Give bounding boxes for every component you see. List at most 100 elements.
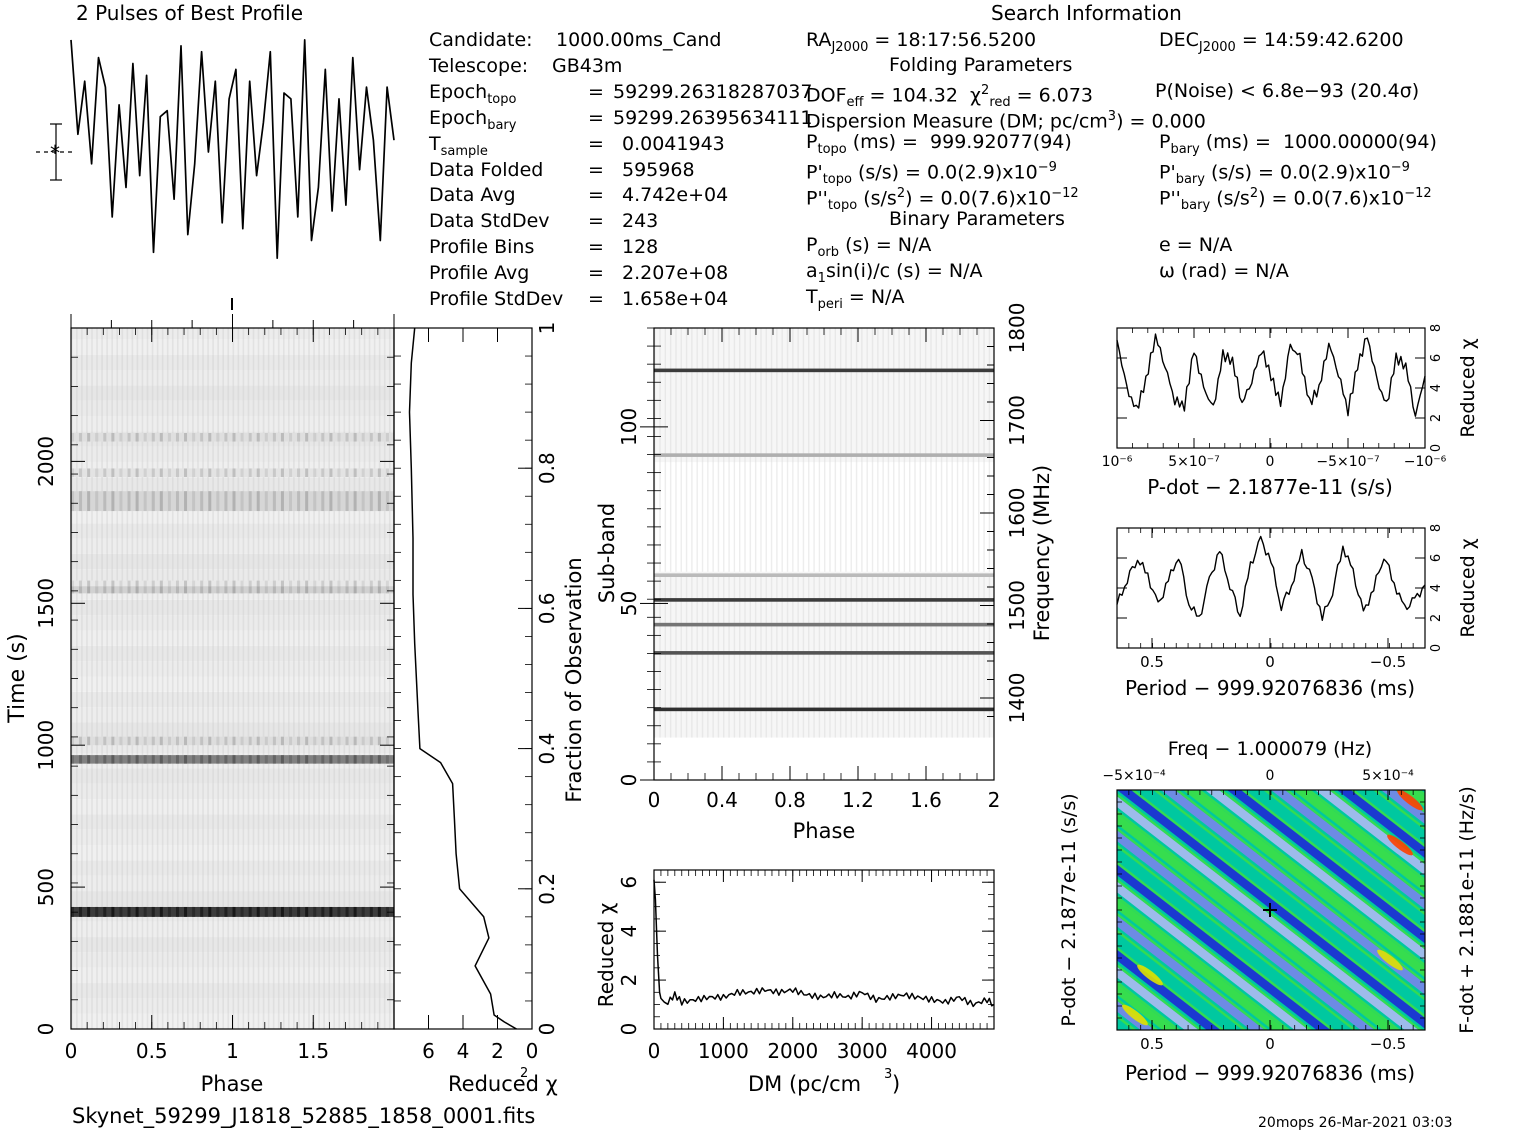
time-phase-x-label: 0 xyxy=(65,1039,78,1063)
time-phase-band-pulse xyxy=(111,584,115,594)
time-phase-band-pulse xyxy=(143,755,147,764)
time-phase-column xyxy=(343,328,346,1029)
time-phase-column xyxy=(277,328,280,1029)
subband-column xyxy=(972,575,975,738)
pp-stripe-edge xyxy=(1263,790,1425,916)
time-phase-column xyxy=(363,328,366,1029)
time-phase-band-pulse xyxy=(103,584,107,594)
time-phase-band-pulse xyxy=(385,580,389,587)
time-phase-band-pulse xyxy=(232,736,236,746)
t-peri: Tperi = N/A xyxy=(806,286,905,312)
time-phase-band-pulse xyxy=(353,468,357,477)
time-phase-column xyxy=(383,328,386,1029)
time-phase-band-pulse xyxy=(71,736,74,746)
pdot-x-label: 10⁻⁶ xyxy=(1102,454,1133,470)
period-xlabel: Period − 999.92076836 (ms) xyxy=(1125,676,1415,700)
time-phase-band-pulse xyxy=(216,491,220,512)
time-phase-band-pulse xyxy=(151,580,155,587)
time-phase-band-pulse xyxy=(143,433,147,442)
time-phase-band-pulse xyxy=(159,491,163,512)
time-phase-band-pulse xyxy=(256,736,260,746)
pp-top-label: −5×10⁻⁴ xyxy=(1102,768,1166,784)
info-value-6: 4.742e+04 xyxy=(622,184,729,207)
time-phase-band-pulse xyxy=(337,584,341,594)
subband-column xyxy=(972,328,975,572)
subband-column xyxy=(723,328,725,572)
time-phase-y-label: 2000 xyxy=(34,436,58,487)
time-phase-band-pulse xyxy=(248,580,252,587)
time-phase-band-pulse xyxy=(232,755,236,764)
pp-stripe-edge xyxy=(1219,790,1425,950)
time-phase-band-pulse xyxy=(345,491,349,512)
pdot-y-label: 8 xyxy=(1429,324,1444,332)
time-phase-column xyxy=(197,328,199,1029)
info-eq-3: = xyxy=(588,106,604,129)
time-phase-column xyxy=(242,328,245,1029)
frequency-tick-label: 1500 xyxy=(1005,580,1029,631)
time-phase-band-pulse xyxy=(385,468,389,477)
chi2-time-x-label: 0 xyxy=(526,1039,539,1063)
time-phase-column xyxy=(262,328,265,1029)
chi2-time-x-label: 6 xyxy=(422,1039,435,1063)
pp-stripe-edge xyxy=(1197,790,1425,967)
pp-stripe-edge xyxy=(1117,929,1247,1030)
time-phase-band-pulse xyxy=(345,584,349,594)
pp-hotspot xyxy=(1122,1004,1148,1026)
subband-column xyxy=(664,328,667,572)
time-phase-band-pulse xyxy=(200,584,204,594)
dm-frame xyxy=(653,869,995,1030)
subband-column xyxy=(924,575,927,738)
subband-column xyxy=(728,575,730,738)
time-phase-band-pulse xyxy=(321,580,325,587)
pp-xlabel: Period − 999.92076836 (ms) xyxy=(1125,1061,1415,1085)
time-phase-band-pulse xyxy=(289,580,293,587)
time-phase-band-pulse xyxy=(313,755,317,764)
time-phase-band-pulse xyxy=(224,584,228,594)
subband-column xyxy=(781,328,783,572)
pp-stripe-edge xyxy=(1117,912,1269,1030)
p-bary: Pbary (ms) = 1000.00000(94) xyxy=(1159,131,1437,157)
info-value-8: 128 xyxy=(622,236,659,259)
time-phase-row xyxy=(71,477,394,493)
info-eq-4: = xyxy=(588,132,604,155)
time-phase-band-pulse xyxy=(135,584,139,594)
subband-column xyxy=(813,575,815,738)
time-phase-band-pulse xyxy=(329,755,333,764)
subband-column xyxy=(669,575,672,738)
time-phase-band-pulse xyxy=(111,755,115,764)
subband-column xyxy=(760,575,762,738)
time-phase-column xyxy=(217,328,219,1029)
time-phase-band-pulse xyxy=(87,433,91,442)
time-phase-band-pulse xyxy=(385,584,389,594)
subband-column xyxy=(824,575,826,738)
time-phase-band-pulse xyxy=(192,433,196,442)
subband-line xyxy=(654,573,994,577)
pp-top-label: 5×10⁻⁴ xyxy=(1362,768,1414,784)
time-phase-band-pulse xyxy=(175,433,179,442)
time-phase-column xyxy=(161,328,164,1029)
time-phase-band-pulse xyxy=(369,468,373,477)
time-phase-band-pulse xyxy=(111,468,115,477)
time-phase-band-pulse xyxy=(127,580,131,587)
subband-column xyxy=(898,328,900,572)
time-phase-band-pulse xyxy=(103,491,107,512)
time-phase-band-pulse xyxy=(103,433,107,442)
time-phase-band-pulse xyxy=(385,433,389,442)
dm-y-label: 6 xyxy=(617,876,641,889)
pp-stripe xyxy=(1513,790,1517,1100)
time-phase-band-pulse xyxy=(87,468,91,477)
dm-y-label: 0 xyxy=(617,1023,641,1036)
subband-column xyxy=(930,575,932,738)
subband-column xyxy=(983,328,985,572)
time-phase-band-pulse xyxy=(216,433,220,442)
subband-column xyxy=(733,328,736,572)
subband-column xyxy=(818,575,821,738)
time-phase-band-pulse xyxy=(167,433,171,442)
time-phase-band-pulse xyxy=(79,755,83,764)
subband-y-label: 100 xyxy=(617,408,641,446)
time-phase-band-pulse xyxy=(159,580,163,587)
time-phase-band-pulse xyxy=(167,906,171,917)
time-phase-band-pulse xyxy=(353,755,357,764)
pdot-curve-plot: 10⁻⁶ 5×10⁻⁷ 0 −5×10⁻⁷ −10⁻⁶ 0 2 4 6 8 xyxy=(1102,324,1447,470)
time-phase-band-pulse xyxy=(216,580,220,587)
